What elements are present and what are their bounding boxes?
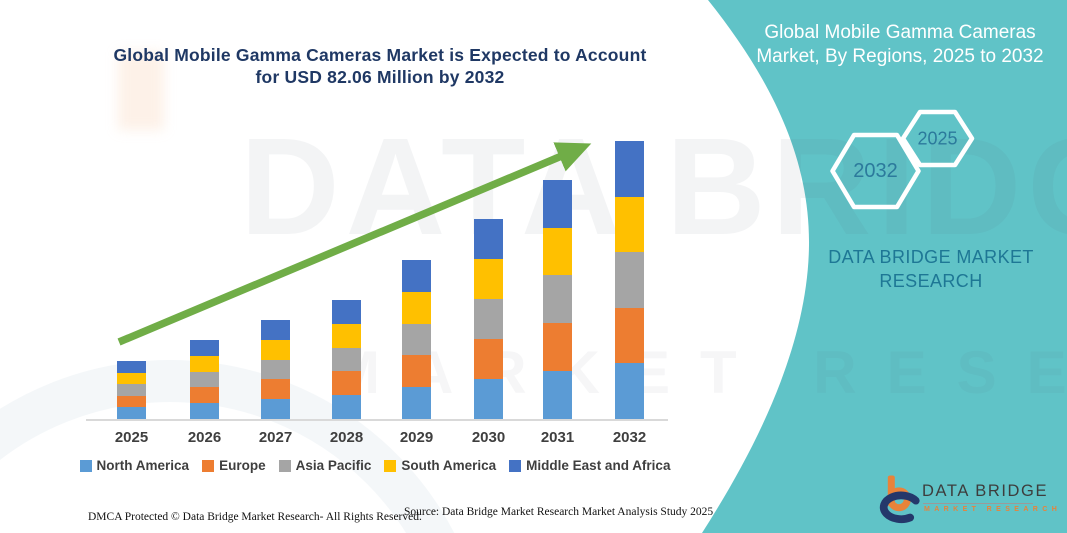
bar-segment-2031-north-america (543, 371, 572, 419)
legend-item-north-america: North America (79, 458, 190, 473)
region-panel-title: Global Mobile Gamma Cameras Market, By R… (750, 21, 1050, 69)
x-axis-label-2030: 2030 (471, 429, 506, 446)
region-panel-title-line2: Market, By Regions, 2025 to 2032 (756, 45, 1044, 67)
bar-segment-2029-middle-east-and-africa (402, 260, 431, 292)
bar-segment-2031-asia-pacific (543, 275, 572, 324)
bar-segment-2025-north-america (117, 407, 146, 419)
bar-segment-2032-europe (615, 307, 644, 364)
footer-source: Source: Data Bridge Market Research Mark… (404, 506, 714, 518)
legend-label: North America (96, 458, 190, 473)
bar-segment-2026-middle-east-and-africa (190, 340, 219, 356)
brand-text-line1: DATA BRIDGE MARKET (828, 247, 1034, 267)
legend-label: South America (401, 458, 497, 473)
bar-segment-2032-south-america (615, 196, 644, 253)
bar-segment-2025-europe (117, 395, 146, 408)
hexagon-badges: 2032 2025 (830, 109, 975, 210)
bar-segment-2028-europe (332, 371, 361, 396)
hexagon-2032-label: 2032 (853, 160, 898, 182)
bar-segment-2026-europe (190, 387, 219, 404)
footer-dmca: DMCA Protected © Data Bridge Market Rese… (88, 511, 422, 523)
bar-segment-2025-middle-east-and-africa (117, 361, 146, 373)
bar-segment-2027-south-america (261, 339, 290, 360)
x-axis-line (86, 419, 668, 421)
teal-panel-path (702, 0, 1067, 533)
bar-segment-2027-north-america (261, 399, 290, 419)
legend-item-europe: Europe (202, 458, 266, 473)
bar-segment-2029-europe (402, 355, 431, 388)
x-axis-label-2025: 2025 (114, 429, 149, 446)
brand-text-line2: RESEARCH (879, 271, 983, 292)
bar-segment-2031-europe (543, 323, 572, 372)
x-axis-label-2028: 2028 (329, 429, 364, 446)
legend-swatch (202, 459, 215, 472)
x-axis-label-2026: 2026 (187, 429, 222, 446)
hexagon-2032 (830, 132, 921, 210)
legend: North America Europe Asia Pacific South Ame… (60, 458, 690, 473)
bar-segment-2030-north-america (474, 379, 503, 419)
bar-segment-2030-asia-pacific (474, 299, 503, 340)
logo-rule (923, 503, 1033, 504)
legend-label: Asia Pacific (295, 458, 372, 473)
page-title-line1: Global Mobile Gamma Cameras Market is Ex… (113, 45, 647, 65)
legend-item-asia-pacific: Asia Pacific (278, 458, 372, 473)
bar-segment-2027-europe (261, 379, 290, 400)
region-panel-title-line1: Global Mobile Gamma Cameras (764, 22, 1036, 43)
bar-segment-2026-south-america (190, 355, 219, 372)
legend-item-south-america: South America (384, 458, 496, 473)
logo-tagline: MARKET RESEARCH (924, 506, 1062, 513)
logo-mark-icon (879, 475, 920, 524)
logo-name: DATA BRIDGE (922, 482, 1049, 500)
x-axis-label-2029: 2029 (399, 429, 434, 446)
legend-item-middle-east-and-africa: Middle East and Africa (509, 458, 670, 473)
hexagon-2025-label: 2025 (917, 129, 957, 149)
legend-swatch (278, 459, 291, 472)
bar-segment-2031-middle-east-and-africa (543, 179, 572, 228)
bar-segment-2029-south-america (402, 291, 431, 324)
legend-label: Europe (219, 458, 266, 473)
legend-swatch (509, 459, 522, 472)
bar-segment-2028-asia-pacific (332, 347, 361, 372)
bar-segment-2032-asia-pacific (615, 252, 644, 308)
bar-segment-2026-asia-pacific (190, 371, 219, 388)
legend-label: Middle East and Africa (526, 458, 671, 473)
decor-blob (118, 52, 164, 130)
bar-segment-2032-middle-east-and-africa (615, 141, 644, 197)
page-title: Global Mobile Gamma Cameras Market is Ex… (95, 44, 665, 88)
watermark-marketresearch: MARKET RESEARCH (330, 339, 1067, 406)
hexagon-2025 (900, 109, 975, 168)
brand-text: DATA BRIDGE MARKET RESEARCH (816, 245, 1046, 294)
bar-segment-2032-north-america (615, 363, 644, 419)
logo: DATA BRIDGE MARKET RESEARCH (878, 474, 1057, 526)
bar-segment-2030-europe (474, 339, 503, 379)
x-axis-label-2031: 2031 (540, 429, 575, 446)
page-title-line2: for USD 82.06 Million by 2032 (255, 67, 505, 88)
bar-segment-2028-north-america (332, 395, 361, 419)
legend-swatch (384, 459, 397, 472)
bar-segment-2031-south-america (543, 227, 572, 276)
x-axis-label-2032: 2032 (612, 429, 647, 446)
bar-segment-2027-middle-east-and-africa (261, 320, 290, 340)
bar-segment-2029-asia-pacific (402, 323, 431, 356)
bar-segment-2030-middle-east-and-africa (474, 219, 503, 260)
bar-segment-2028-south-america (332, 323, 361, 348)
bar-segment-2029-north-america (402, 387, 431, 419)
bar-segment-2026-north-america (190, 403, 219, 419)
bar-segment-2025-south-america (117, 372, 146, 385)
bar-segment-2025-asia-pacific (117, 384, 146, 396)
bar-segment-2027-asia-pacific (261, 359, 290, 380)
legend-swatch (79, 459, 92, 472)
bar-segment-2030-south-america (474, 259, 503, 300)
x-axis-label-2027: 2027 (258, 429, 293, 446)
bar-segment-2028-middle-east-and-africa (332, 300, 361, 324)
